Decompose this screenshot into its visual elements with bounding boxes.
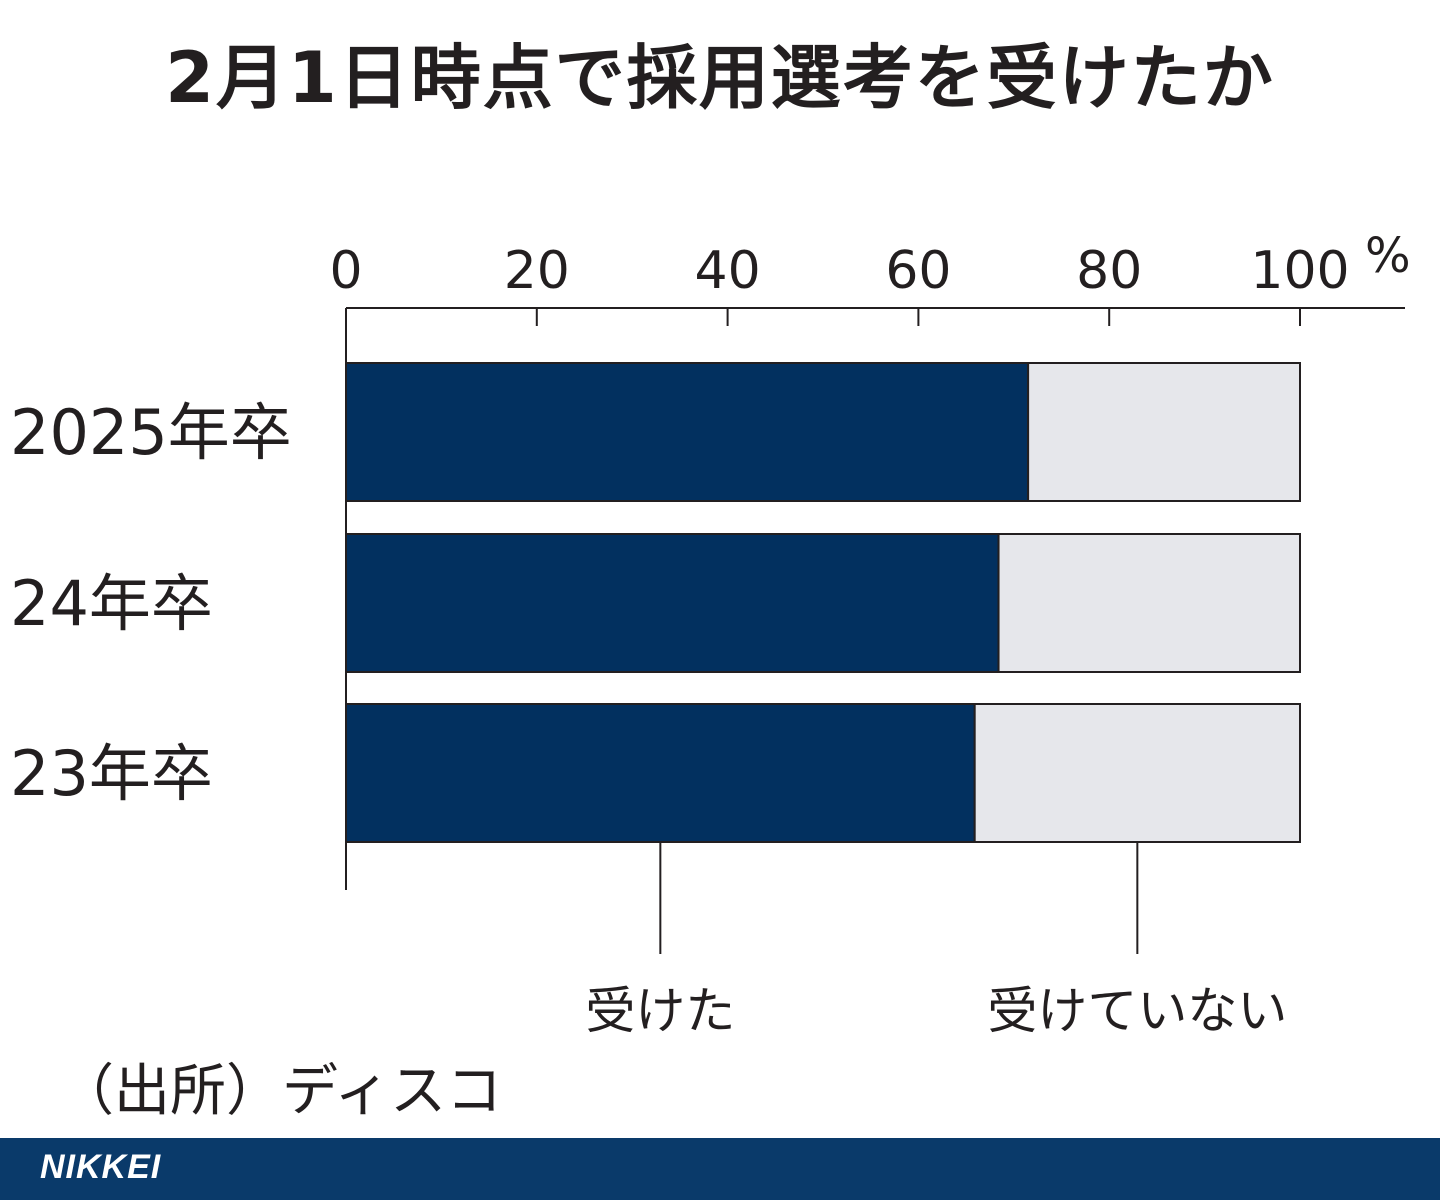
- source-note: （出所）ディスコ: [58, 1059, 503, 1124]
- legend: 受けた 受けていない: [585, 842, 1287, 1040]
- x-unit-label: %: [1365, 228, 1411, 284]
- x-tick-label: 20: [504, 241, 570, 301]
- bar-segment: [345, 362, 1030, 502]
- category-label: 23年卒: [10, 737, 213, 810]
- x-tick-label: 100: [1250, 241, 1349, 301]
- bar-segment: [997, 533, 1301, 673]
- x-axis: 0 20 40 60 80 100%: [329, 228, 1411, 890]
- legend-label: 受けていない: [987, 982, 1287, 1040]
- x-tick-label: 60: [885, 241, 951, 301]
- category-label: 2025年卒: [10, 396, 292, 469]
- bar-segment: [1027, 362, 1301, 502]
- bar-segment: [345, 703, 976, 843]
- nikkei-logo: NIKKEI: [40, 1148, 162, 1186]
- stacked-bar-chart: 0 20 40 60 80 100% 2025年卒 24年卒 23年卒 受けた 受けていない: [10, 228, 1411, 1040]
- category-labels: 2025年卒 24年卒 23年卒: [10, 396, 292, 810]
- x-tick-label: 0: [329, 241, 362, 301]
- x-tick-label: 40: [695, 241, 761, 301]
- chart-title: 2月1日時点で採用選考を受けたか: [165, 37, 1275, 119]
- bar-segment: [345, 533, 1000, 673]
- legend-label: 受けた: [585, 982, 735, 1040]
- bar-segment: [973, 703, 1301, 843]
- x-tick-label: 80: [1076, 241, 1142, 301]
- bars: [345, 362, 1301, 843]
- category-label: 24年卒: [10, 567, 213, 640]
- footer-bar: NIKKEI: [0, 1138, 1440, 1200]
